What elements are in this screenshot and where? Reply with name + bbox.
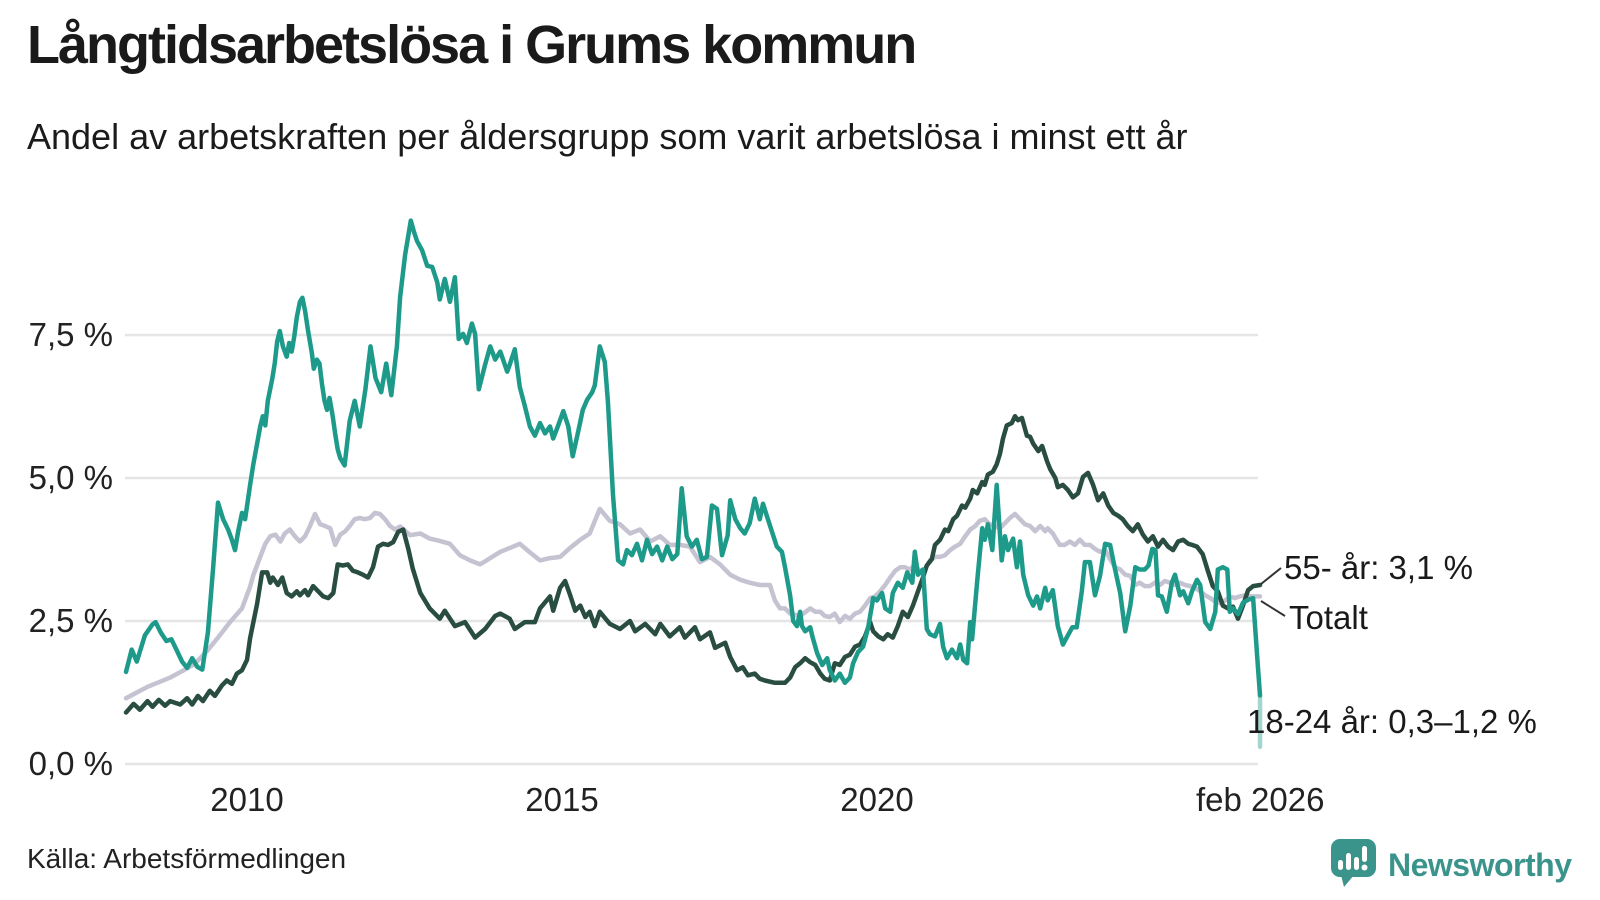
y-tick-label: 2,5 % <box>28 602 113 639</box>
annotation-55-label: 55- år: 3,1 % <box>1284 549 1473 586</box>
series-line-18-24-r <box>123 218 1263 698</box>
y-tick-label: 7,5 % <box>28 316 113 353</box>
annotation-totalt-label: Totalt <box>1289 599 1368 636</box>
source-note: Källa: Arbetsförmedlingen <box>27 843 347 874</box>
y-tick-label: 5,0 % <box>28 459 113 496</box>
page-title: Långtidsarbetslösa i Grums kommun <box>27 15 917 75</box>
series-line-55--r <box>123 413 1263 715</box>
annotation-55-leader-line <box>1260 567 1282 585</box>
x-tick-label: 2020 <box>840 781 914 818</box>
page-subtitle: Andel av arbetskraften per åldersgrupp s… <box>27 116 1188 157</box>
newsworthy-logo-icon <box>1330 838 1377 893</box>
series-line-Totalt <box>123 506 1263 701</box>
x-tick-label: 2010 <box>210 781 284 818</box>
x-tick-label: 2015 <box>525 781 599 818</box>
annotation-totalt-leader-line <box>1260 600 1286 617</box>
newsworthy-logo-text: Newsworthy <box>1388 847 1572 883</box>
x-tick-label: feb 2026 <box>1195 781 1325 818</box>
newsworthy-logo: Newsworthy <box>1330 838 1572 893</box>
annotation-18-24-label: 18-24 år: 0,3–1,2 % <box>1247 703 1537 740</box>
y-tick-label: 0,0 % <box>28 745 113 782</box>
